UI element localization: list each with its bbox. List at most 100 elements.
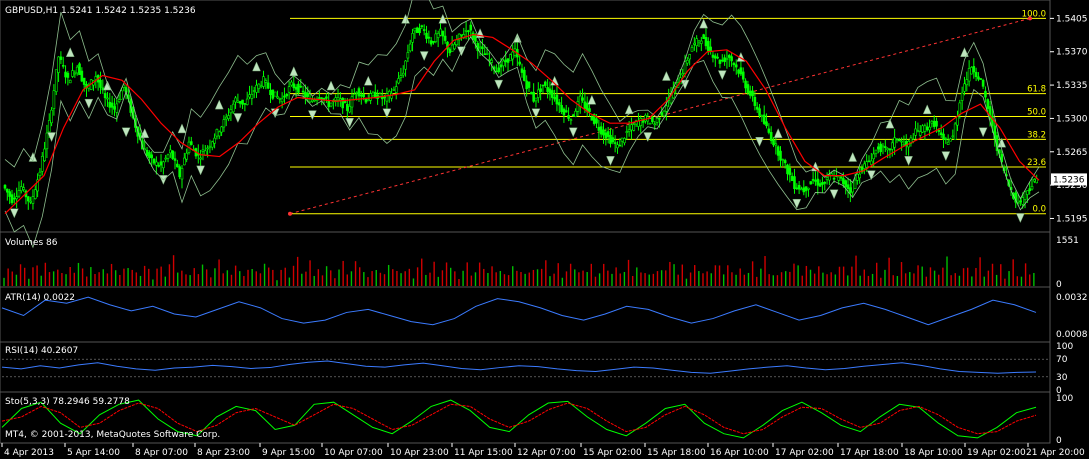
candle-body (788, 167, 792, 176)
candle-body (481, 46, 484, 50)
fractal-arrow (606, 156, 615, 166)
fractal-arrow (568, 127, 578, 138)
candle-body (772, 139, 775, 146)
fractal-arrow (494, 79, 504, 90)
candle-body (949, 138, 952, 142)
candle-body (357, 88, 361, 97)
fractal-arrow (419, 51, 429, 62)
candle-body (71, 70, 74, 77)
candle-body (739, 67, 743, 75)
candle-body (471, 32, 475, 40)
candle-body (415, 27, 419, 34)
candle-body (266, 82, 270, 89)
candle-body (844, 180, 848, 188)
candle-body (245, 98, 249, 105)
candle-body (837, 176, 841, 181)
candle-body (686, 60, 689, 64)
candle-body (874, 149, 878, 154)
candle-body (411, 33, 414, 43)
candle-body (683, 61, 687, 74)
candle-body (527, 81, 531, 88)
candle-body (6, 188, 9, 193)
candle-body (339, 98, 342, 101)
candle-body (648, 122, 652, 125)
candle-body (956, 116, 959, 126)
candle-body (103, 93, 107, 99)
candle-body (169, 149, 172, 154)
candle-body (241, 99, 244, 105)
candle-body (888, 148, 892, 151)
stochastic-title: Sto(5,3,3) 78.2946 59.2778 (5, 397, 130, 407)
candle-body (734, 64, 738, 68)
candle-body (252, 90, 256, 92)
candle-body (595, 118, 598, 124)
candle-body (960, 92, 964, 101)
candle-body (506, 58, 510, 63)
candle-body (336, 97, 340, 101)
candle-body (497, 67, 501, 73)
candle-body (73, 72, 77, 75)
fractal-arrow (289, 66, 299, 76)
time-tick-label: 19 Apr 02:00 (967, 448, 1026, 458)
candle-body (499, 64, 503, 68)
rsi-panel[interactable] (0, 341, 1051, 393)
candle-body (364, 98, 368, 103)
candle-body (243, 103, 247, 105)
candle-body (322, 98, 326, 100)
candle-body (455, 39, 459, 46)
candle-body (26, 196, 30, 202)
fractal-arrow (84, 98, 94, 109)
candle-body (257, 83, 261, 89)
candle-body (560, 105, 563, 112)
candle-body (748, 90, 752, 96)
candle-body (106, 97, 109, 100)
candle-body (259, 85, 263, 88)
candle-body (406, 52, 410, 59)
candle-body (220, 126, 223, 133)
candle-body (599, 126, 603, 135)
candle-body (569, 119, 573, 121)
stochastic-signal-line (1, 402, 1037, 435)
candle-body (439, 28, 442, 36)
candle-body (539, 88, 542, 92)
candle-body (464, 30, 468, 32)
candle-body (217, 131, 221, 137)
candle-body (571, 114, 575, 117)
candle-body (59, 56, 63, 60)
fractal-arrow (326, 80, 336, 91)
fractal-arrow (121, 127, 131, 138)
stochastic-panel[interactable] (0, 391, 1051, 444)
candle-body (348, 106, 351, 113)
fractal-arrow (1015, 213, 1025, 224)
candle-body (520, 68, 524, 73)
candle-body (1023, 191, 1027, 200)
candle-body (115, 103, 119, 113)
candle-body (36, 179, 39, 192)
candle-body (904, 141, 908, 147)
fractal-arrow (885, 118, 895, 129)
candle-body (306, 92, 310, 97)
candle-body (828, 175, 831, 181)
candle-body (511, 51, 514, 60)
candle-body (807, 187, 810, 190)
rsi-title: RSI(14) 40.2607 (5, 346, 78, 356)
candle-body (213, 137, 216, 144)
candle-body (318, 97, 321, 99)
fractal-arrow (792, 198, 802, 209)
time-tick-label: 15 Apr 02:00 (583, 448, 642, 458)
candle-body (630, 124, 633, 131)
fractal-arrow (717, 70, 727, 81)
candle-body (581, 97, 584, 101)
candle-body (627, 129, 631, 132)
fibo-level-label: 100.0 (1022, 9, 1046, 19)
candle-body (583, 101, 587, 109)
atr-panel[interactable] (0, 286, 1051, 343)
candle-body (190, 141, 193, 145)
candle-body (355, 92, 358, 94)
candle-body (707, 40, 710, 53)
fibo-level-label: 61.8 (1027, 85, 1046, 95)
candle-body (75, 66, 79, 74)
candle-body (634, 120, 638, 125)
moving-average-line (4, 33, 1040, 215)
